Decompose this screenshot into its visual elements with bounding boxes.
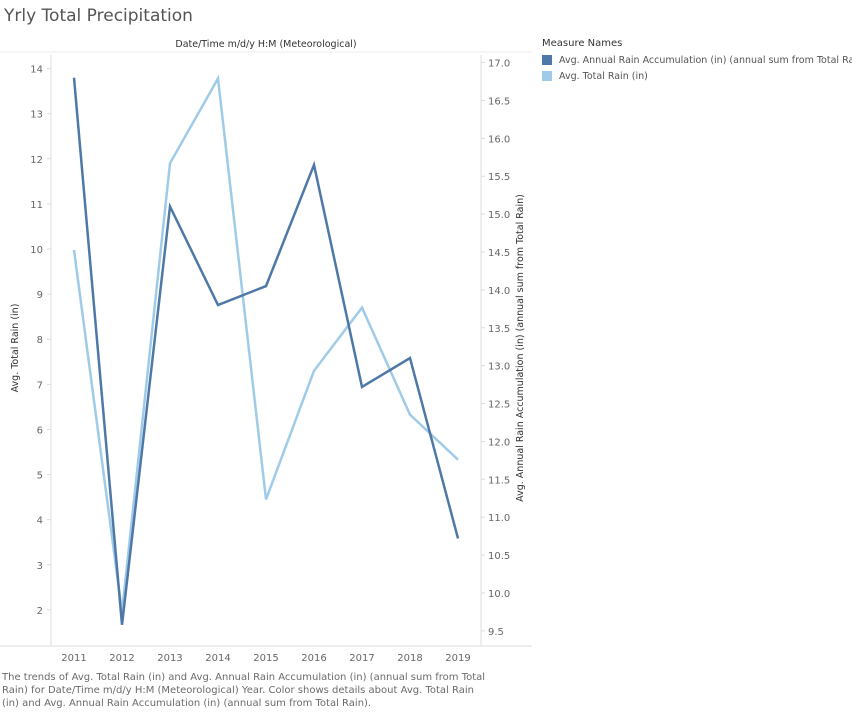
y-right-tick-label: 16.0 [488, 134, 510, 145]
chart-caption: The trends of Avg. Total Rain (in) and A… [2, 672, 486, 709]
y-axis-left-label: Avg. Total Rain (in) [10, 304, 21, 393]
y-right-tick-label: 12.5 [488, 400, 510, 411]
legend-item-annual-accumulation[interactable]: Avg. Annual Rain Accumulation (in) (annu… [542, 52, 852, 68]
chart-ticks: 2 3 4 5 6 7 8 9 10 11 12 13 14 9.5 10.0 10.5 11.0 11.5 12.… [30, 59, 510, 664]
y-right-tick-label: 15.5 [488, 172, 510, 183]
y-left-tick-label: 9 [37, 290, 43, 301]
x-tick-label: 2016 [301, 653, 326, 664]
y-right-tick-label: 13.5 [488, 324, 510, 335]
y-right-tick-label: 11.0 [488, 513, 510, 524]
y-left-tick-label: 4 [37, 516, 43, 527]
chart-series [72, 74, 460, 625]
legend-label-total-rain: Avg. Total Rain (in) [559, 70, 648, 82]
y-left-tick-label: 5 [37, 471, 43, 482]
y-left-tick-label: 8 [37, 335, 43, 346]
legend-swatch-annual-accumulation [542, 55, 552, 65]
x-tick-label: 2011 [61, 653, 86, 664]
legend-label-annual-accumulation: Avg. Annual Rain Accumulation (in) (annu… [559, 54, 852, 66]
x-tick-label: 2012 [109, 653, 134, 664]
x-tick-label: 2019 [445, 653, 470, 664]
chart-axes [0, 51, 532, 647]
x-tick-label: 2015 [253, 653, 278, 664]
y-right-tick-label: 9.5 [488, 627, 504, 638]
x-tick-label: 2014 [205, 653, 230, 664]
y-left-tick-label: 10 [30, 245, 43, 256]
legend-item-total-rain[interactable]: Avg. Total Rain (in) [542, 68, 852, 84]
series-line-annual-accumulation[interactable] [72, 77, 460, 625]
y-right-tick-label: 13.0 [488, 362, 510, 373]
y-left-tick-label: 11 [30, 200, 43, 211]
y-right-tick-label: 10.5 [488, 551, 510, 562]
y-right-tick-label: 11.5 [488, 475, 510, 486]
y-left-tick-label: 13 [30, 110, 43, 121]
y-left-tick-label: 3 [37, 561, 43, 572]
y-left-tick-label: 2 [37, 606, 43, 617]
legend: Measure Names Avg. Annual Rain Accumulat… [542, 38, 852, 84]
chart-title: Yrly Total Precipitation [4, 6, 193, 26]
y-right-tick-label: 15.0 [488, 210, 510, 221]
y-right-tick-label: 10.0 [488, 589, 510, 600]
y-right-tick-label: 16.5 [488, 96, 510, 107]
x-tick-label: 2013 [157, 653, 182, 664]
series-line-total-rain[interactable] [72, 74, 459, 613]
legend-swatch-total-rain [542, 71, 552, 81]
y-right-tick-label: 12.0 [488, 437, 510, 448]
x-tick-label: 2018 [397, 653, 422, 664]
x-tick-label: 2017 [349, 653, 374, 664]
y-right-tick-label: 17.0 [488, 59, 510, 70]
x-axis-header: Date/Time m/d/y H:M (Meteorological) [175, 39, 356, 50]
y-right-tick-label: 14.5 [488, 248, 510, 259]
y-axis-right-label: Avg. Annual Rain Accumulation (in) (annu… [515, 194, 526, 502]
y-left-tick-label: 6 [37, 425, 43, 436]
y-right-tick-label: 14.0 [488, 286, 510, 297]
legend-title: Measure Names [542, 38, 623, 49]
y-left-tick-label: 14 [30, 65, 43, 76]
y-left-tick-label: 12 [30, 155, 43, 166]
y-left-tick-label: 7 [37, 380, 43, 391]
